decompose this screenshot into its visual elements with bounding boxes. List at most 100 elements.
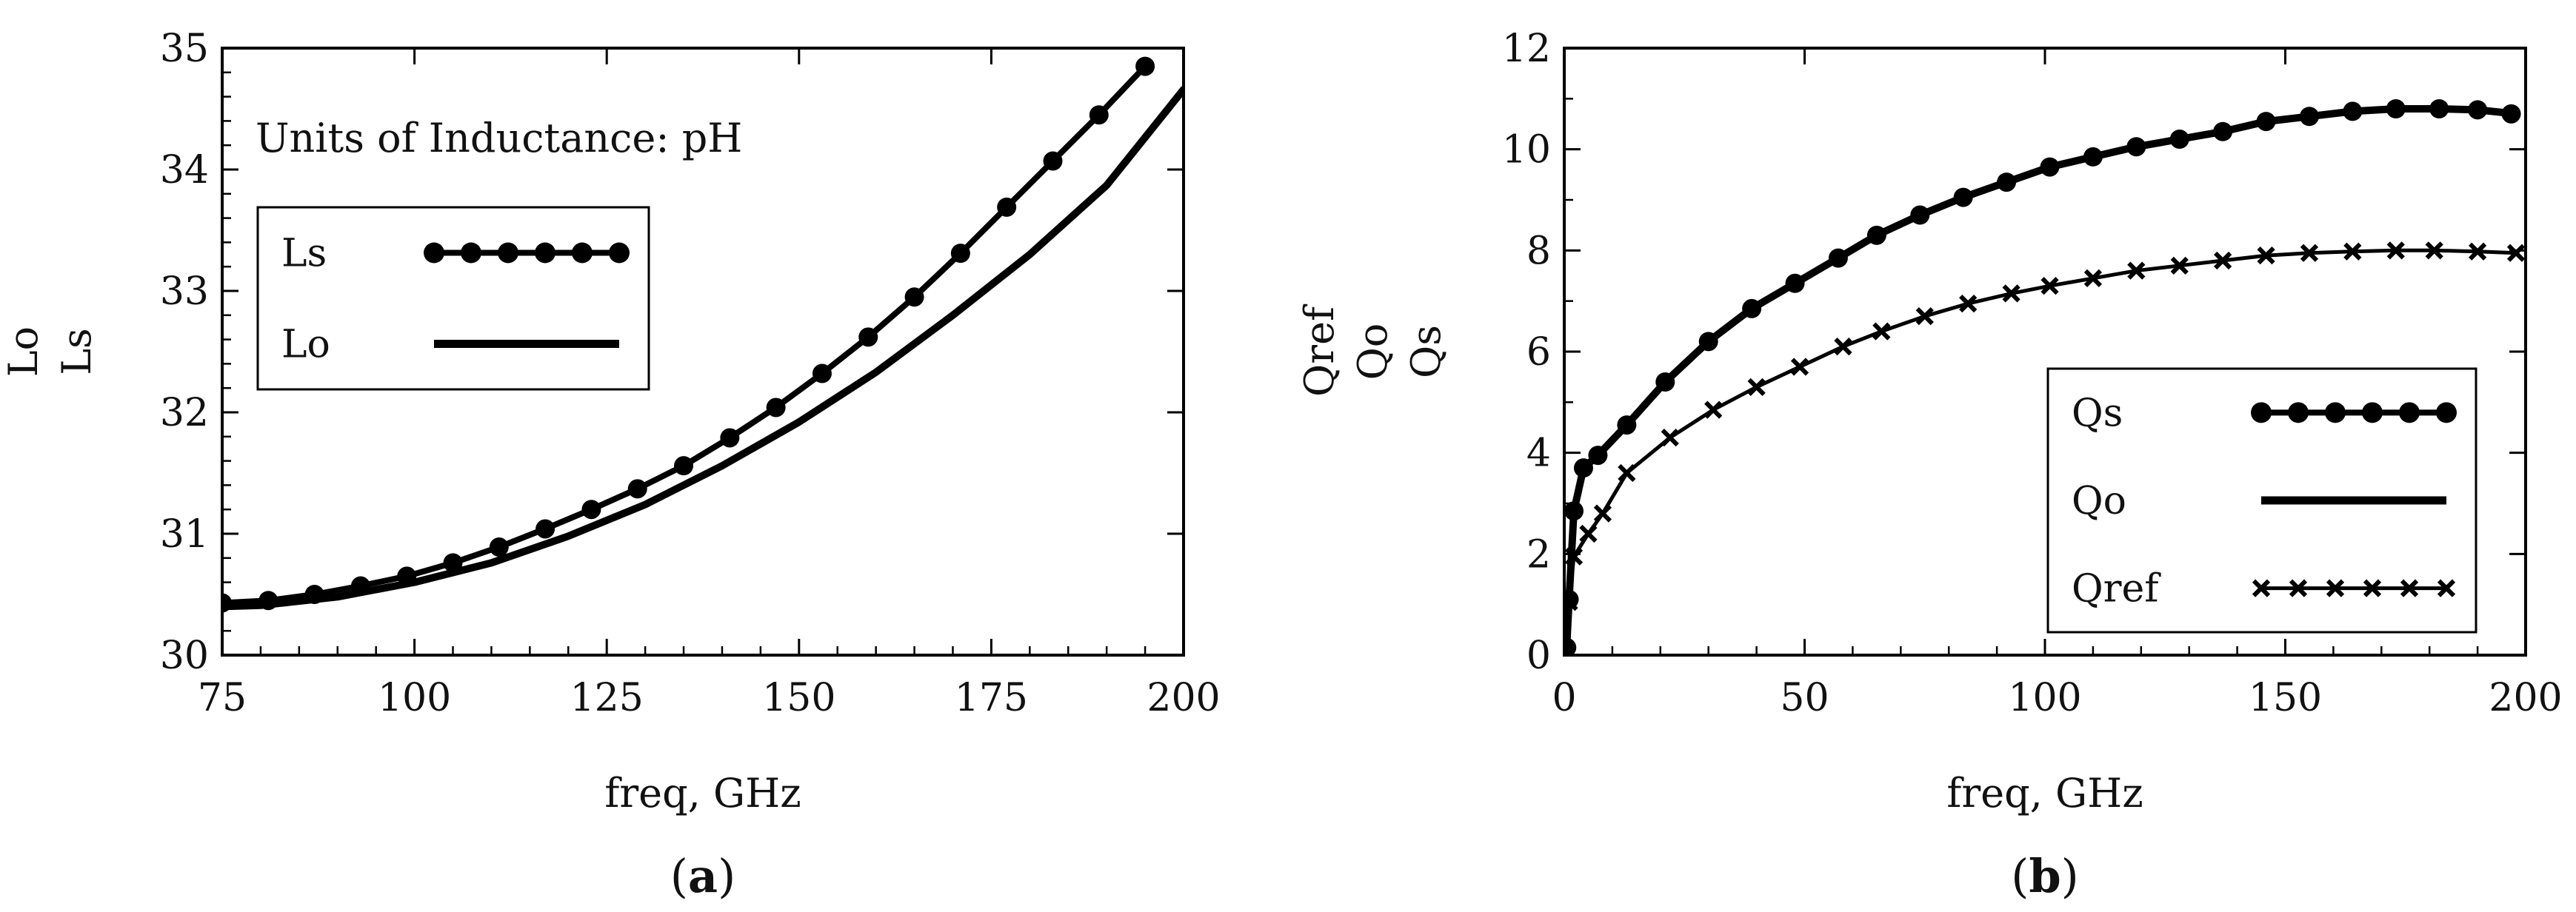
panel-b-x-tick-labels: 0 50 100 150 200 (1552, 676, 2562, 720)
series-line-qo (1564, 105, 2520, 651)
legend-label-qo: Qo (2072, 479, 2126, 523)
legend-marker (2289, 579, 2308, 597)
legend-marker (498, 242, 518, 264)
legend-marker (2363, 579, 2382, 597)
panel-a-x-tick-labels: 75 100 125 150 175 200 (198, 676, 1221, 720)
data-point-qref (1661, 429, 1679, 447)
x-tick-label: 200 (2489, 676, 2562, 720)
data-point-ls (812, 363, 832, 383)
data-point-ls (674, 456, 694, 476)
data-point-qref (1704, 400, 1723, 419)
legend-marker (609, 242, 630, 264)
legend-marker (461, 242, 481, 264)
data-point-qref (1564, 593, 1578, 611)
y-tick-label: 34 (160, 148, 209, 192)
data-point-ls (950, 244, 970, 264)
data-point-qref (1747, 378, 1766, 396)
data-point-ls (535, 519, 555, 539)
y-tick-label: 12 (1502, 27, 1551, 71)
x-tick-label: 0 (1552, 676, 1576, 720)
x-tick-label: 100 (378, 676, 451, 720)
y-tick-label: 6 (1526, 330, 1551, 375)
data-point-qref (2214, 251, 2232, 270)
y-tick-label: 30 (160, 634, 209, 678)
data-point-qref (2425, 241, 2443, 260)
panel-b-x-axis-title: freq, GHz (1946, 770, 2143, 817)
data-point-qref (2343, 242, 2362, 261)
legend-marker (572, 242, 593, 264)
data-point-qref (1564, 547, 1584, 566)
data-point-ls (581, 500, 601, 520)
data-point-qref (2300, 244, 2319, 262)
series-qref (1564, 241, 2526, 611)
y-tick-label: 31 (160, 512, 209, 557)
data-point-qref (1959, 294, 1978, 313)
x-tick-label: 50 (1780, 676, 1829, 720)
series-qo (1564, 105, 2520, 651)
data-point-qref (2002, 284, 2021, 303)
y-tick-label: 32 (160, 391, 209, 435)
y-axis-title-line: Ls (53, 328, 100, 375)
data-point-ls (766, 398, 786, 418)
panel-b-y-axis-title: Qref Qo Qs (1296, 304, 1449, 397)
legend-label-ls: Ls (281, 232, 327, 276)
y-axis-title-line: Qo (1349, 323, 1396, 380)
legend-label-qref: Qref (2072, 567, 2161, 611)
data-point-qref (2083, 269, 2103, 288)
panel-a-plot-frame (221, 47, 1185, 657)
panel-b-y-tick-labels: 0 2 4 6 8 10 12 (1502, 27, 1551, 678)
series-ls (222, 56, 1155, 613)
data-point-ls (1043, 151, 1063, 171)
panel-a-y-axis-title: Lo Ls (0, 326, 100, 377)
legend-marker (2436, 402, 2457, 423)
data-point-qref (1790, 358, 1809, 376)
legend-marker (424, 242, 444, 264)
x-tick-label: 200 (1147, 676, 1220, 720)
panel-a-units-annotation: Units of Inductance: pH (256, 115, 742, 161)
x-tick-label: 175 (955, 676, 1028, 720)
data-point-qref (1593, 504, 1612, 523)
y-axis-title-line: Qref (1296, 304, 1343, 397)
y-tick-label: 10 (1502, 128, 1551, 172)
y-tick-label: 2 (1526, 532, 1551, 577)
x-tick-label: 150 (762, 676, 835, 720)
series-line-lo (222, 85, 1184, 611)
y-tick-label: 0 (1526, 634, 1551, 678)
data-point-ls (858, 327, 878, 347)
legend-marker (2437, 579, 2456, 597)
panel-a-inductance-chart: 30 31 32 33 34 35 75 100 125 150 175 200 Units of … (0, 27, 1221, 903)
data-point-ls (627, 479, 647, 499)
data-point-qref (2468, 242, 2487, 261)
panel-a-caption: (a) (670, 849, 736, 903)
legend-marker (535, 242, 555, 264)
legend-marker (2252, 579, 2271, 597)
legend-label-qs: Qs (2072, 391, 2123, 435)
series-lo (222, 85, 1184, 611)
data-point-qref (2170, 256, 2189, 275)
panel-b-legend: Qs Qo Qref (2046, 367, 2477, 634)
legend-marker (2251, 402, 2272, 423)
y-tick-label: 4 (1526, 432, 1551, 476)
legend-label-lo: Lo (281, 323, 330, 367)
data-point-qref (2041, 277, 2059, 295)
panel-b-caption: (b) (2011, 849, 2079, 903)
legend-marker (2400, 579, 2419, 597)
data-point-ls (1135, 56, 1155, 76)
legend-marker (2362, 402, 2383, 423)
panel-a-y-tick-labels: 30 31 32 33 34 35 (160, 27, 209, 678)
data-point-qref (2257, 247, 2275, 265)
data-point-qref (1834, 338, 1852, 356)
panel-a-series (222, 56, 1184, 613)
y-tick-label: 8 (1526, 229, 1551, 273)
y-tick-label: 33 (160, 269, 209, 314)
data-point-qref (2506, 244, 2526, 262)
data-point-ls (997, 197, 1017, 217)
x-tick-label: 150 (2249, 676, 2322, 720)
data-point-ls (720, 428, 740, 448)
data-point-ls (489, 537, 509, 557)
data-point-qref (1618, 463, 1636, 483)
panel-a-legend: Ls Lo (256, 206, 650, 391)
y-axis-title-line: Qs (1403, 325, 1449, 378)
